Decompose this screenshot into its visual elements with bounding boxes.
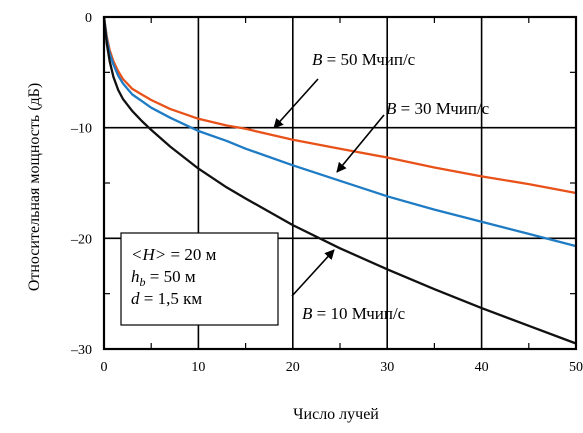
annotation-arrow-2	[291, 249, 335, 297]
plot-frame	[102, 15, 578, 351]
x-tick-label: 20	[286, 360, 300, 375]
x-axis-label: Число лучей	[293, 406, 379, 423]
series-annotation-var: B	[386, 99, 397, 118]
annotation-arrow-1	[336, 114, 385, 173]
series-annotation-value: = 50 Мчип/с	[322, 50, 415, 69]
parameter-subscript: b	[140, 275, 146, 289]
x-tick-label: 40	[475, 360, 489, 375]
x-tick-label: 0	[101, 360, 108, 375]
series-line-0	[102, 16, 577, 195]
y-tick-label: 0	[85, 11, 92, 26]
series-annotation-var: B	[312, 50, 323, 69]
parameter-value: = 20 м	[166, 245, 216, 264]
series-layer	[102, 16, 577, 345]
y-tick-label: –20	[70, 232, 92, 247]
annotation-arrow-0	[273, 78, 319, 129]
parameter-row: d = 1,5 км	[131, 289, 202, 308]
y-axis-label: Относительная мощность (дБ)	[26, 83, 43, 291]
series-line-1	[102, 16, 577, 248]
series-annotation-value: = 10 Мчип/с	[312, 304, 405, 323]
y-tick-label: –10	[70, 122, 92, 137]
parameter-value: = 1,5 км	[140, 289, 203, 308]
x-tick-label: 50	[569, 360, 583, 375]
y-tick-label: –30	[70, 343, 92, 358]
parameter-row: hb = 50 м	[131, 267, 196, 289]
series-annotation-var: B	[302, 304, 313, 323]
parameter-value: = 50 м	[146, 267, 196, 286]
tick-labels: 0 10 20 30 40 50 0 –10 –20 –30	[70, 11, 583, 375]
series-annotation-0: B = 50 Мчип/с	[312, 50, 416, 69]
series-annotation-value: = 30 Мчип/с	[396, 99, 489, 118]
series-annotations: B = 50 Мчип/сB = 30 Мчип/сB = 10 Мчип/с	[273, 50, 490, 323]
series-annotation-1: B = 30 Мчип/с	[386, 99, 490, 118]
parameters-box: <H> = 20 мhb = 50 мd = 1,5 км	[120, 232, 279, 326]
parameter-symbol: <H>	[131, 245, 166, 264]
x-tick-label: 10	[191, 360, 205, 375]
parameter-row: <H> = 20 м	[131, 245, 217, 264]
series-annotation-2: B = 10 Мчип/с	[302, 304, 406, 323]
parameter-symbol: h	[131, 267, 140, 286]
series-line-2	[102, 16, 577, 345]
parameters-box-frame	[120, 232, 279, 326]
x-tick-label: 30	[380, 360, 394, 375]
parameter-symbol: d	[131, 289, 140, 308]
